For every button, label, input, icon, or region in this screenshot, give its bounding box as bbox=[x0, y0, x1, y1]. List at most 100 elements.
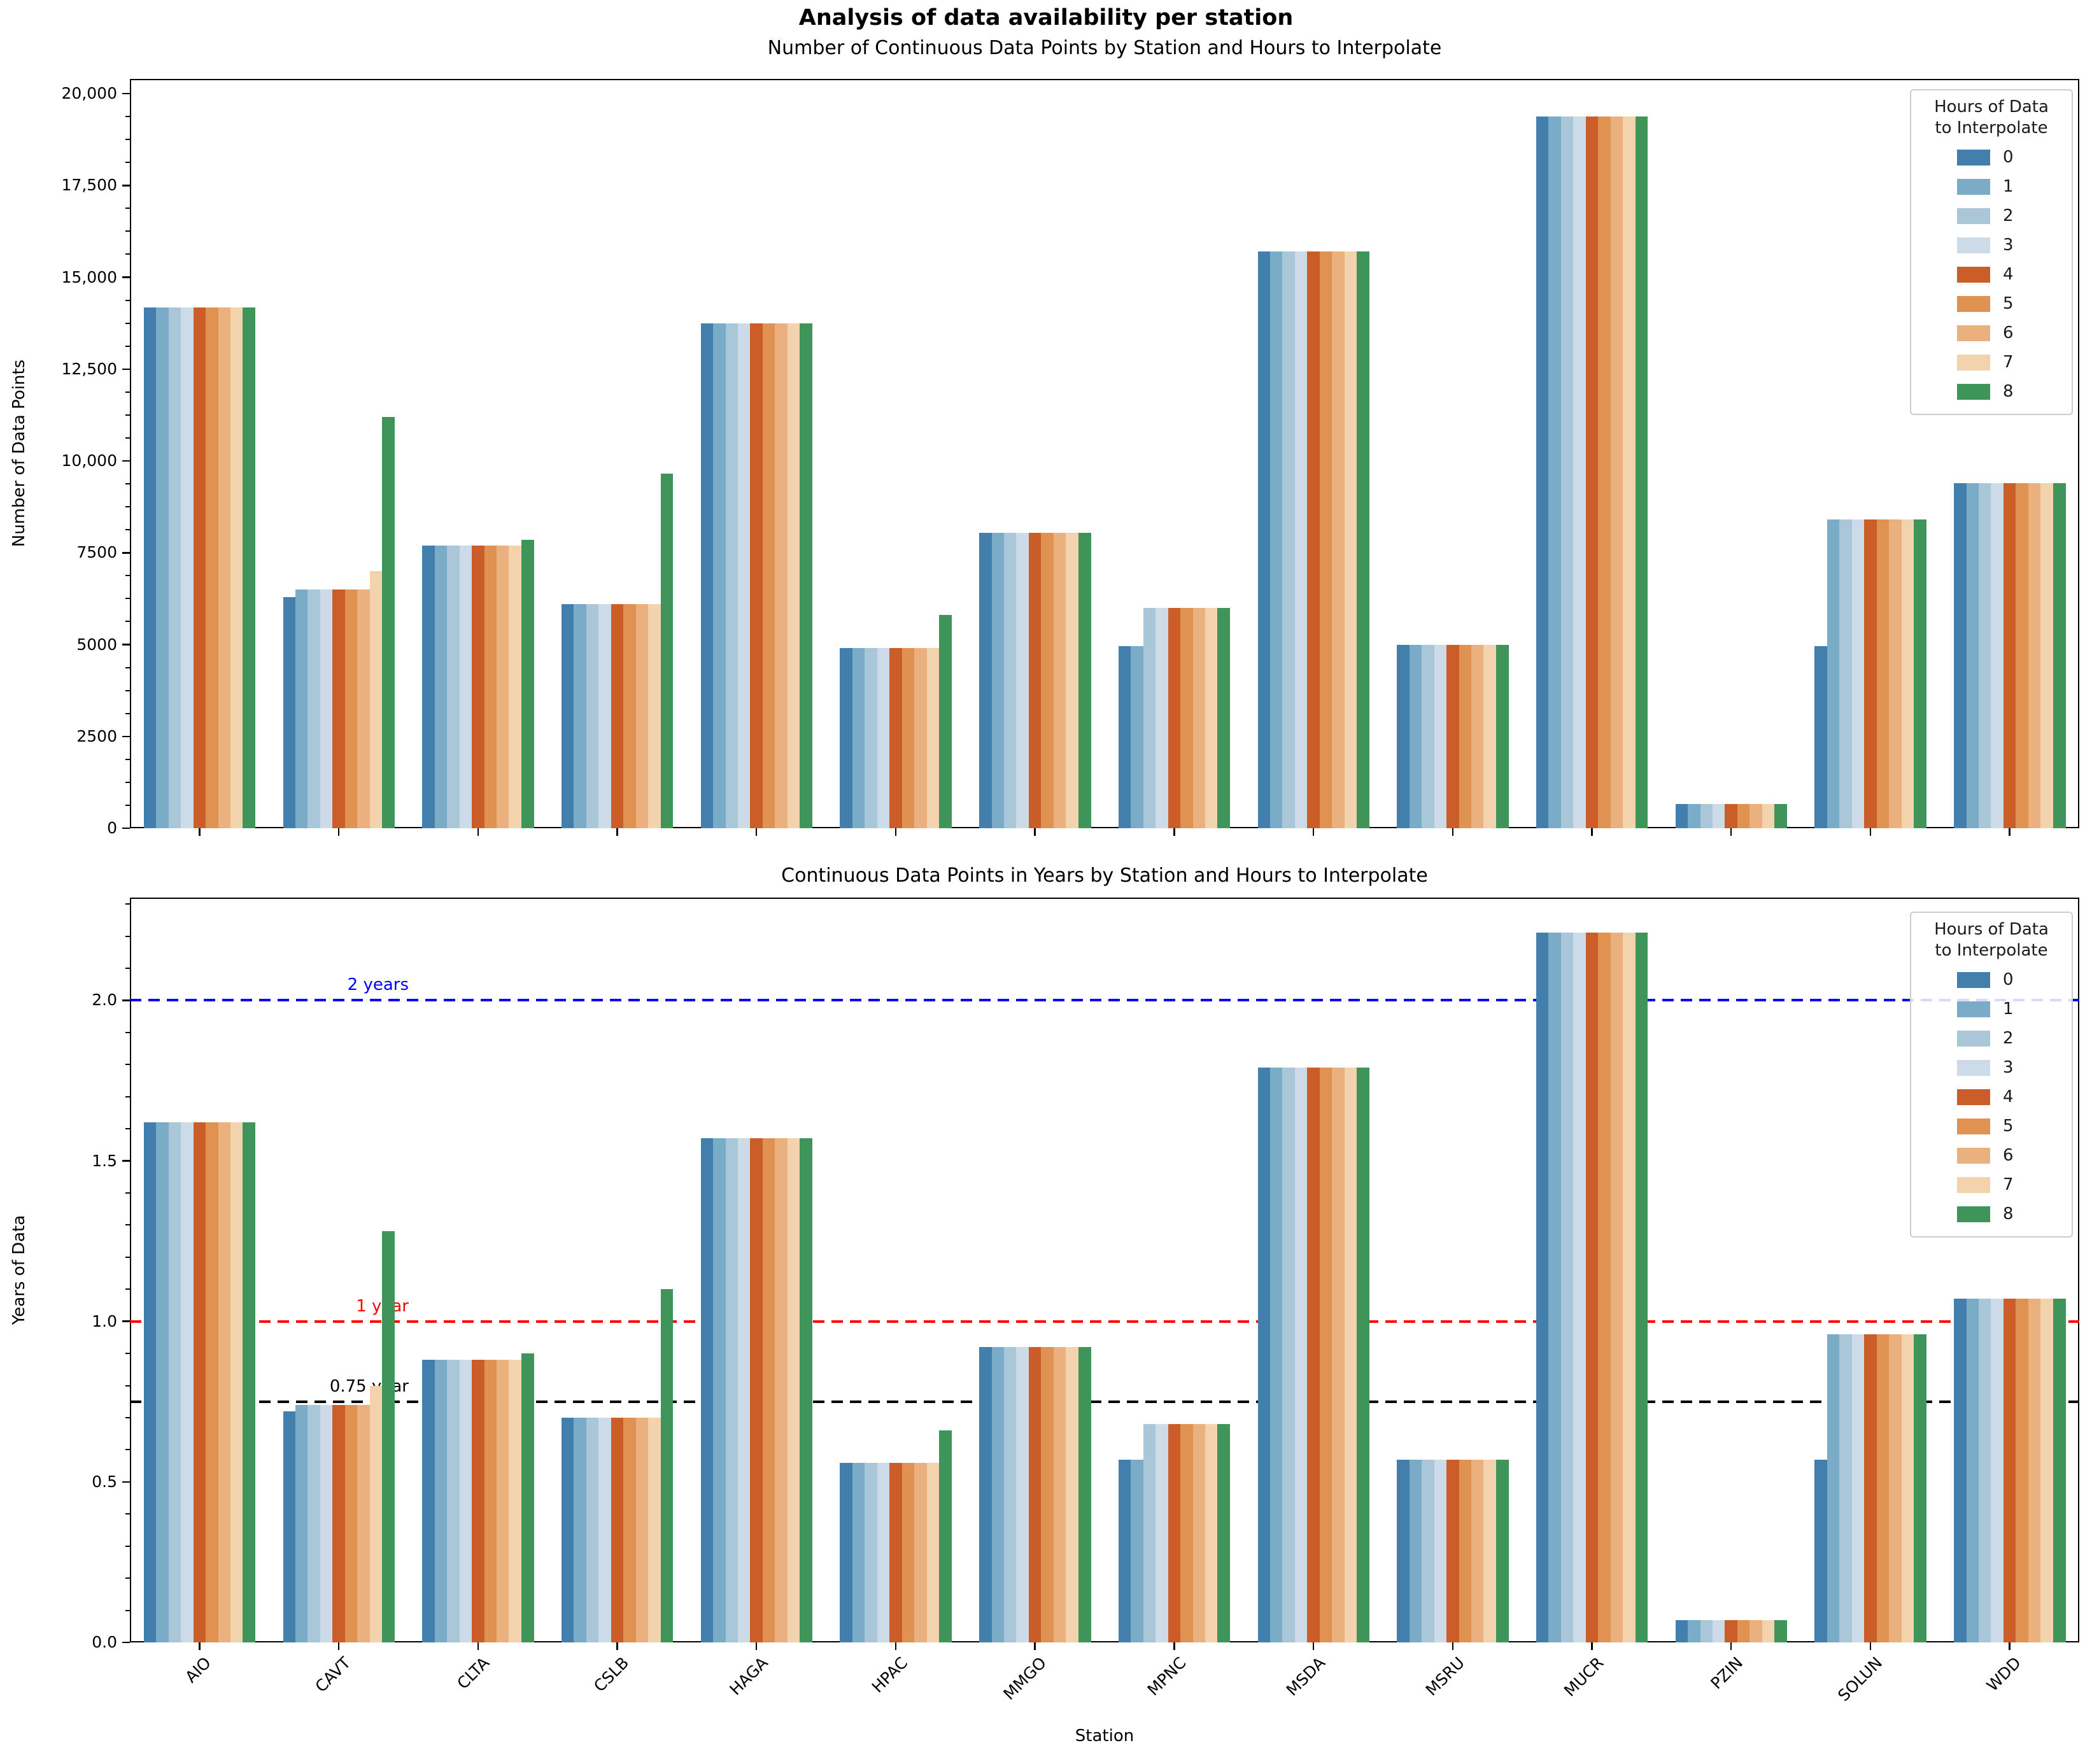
y-minor-tick bbox=[125, 967, 130, 969]
bar-MUCR-h2 bbox=[1560, 116, 1574, 828]
y-minor-tick bbox=[125, 598, 130, 600]
bar-SOLUN-h2 bbox=[1839, 1334, 1853, 1642]
bar-PZIN-h6 bbox=[1749, 804, 1763, 828]
bar-CSLB-h4 bbox=[611, 1417, 624, 1642]
bar-AIO-h4 bbox=[193, 307, 206, 828]
x-tick bbox=[894, 828, 897, 836]
bar-AIO-h2 bbox=[168, 1122, 181, 1642]
bar-SOLUN-h1 bbox=[1827, 1334, 1840, 1642]
x-tick bbox=[337, 828, 340, 836]
legend-swatch-icon bbox=[1957, 1030, 1990, 1047]
bar-MUCR-h2 bbox=[1560, 933, 1574, 1642]
bar-CAVT-h1 bbox=[295, 589, 308, 828]
bar-HPAC-h1 bbox=[852, 648, 865, 828]
x-tick bbox=[755, 1642, 758, 1650]
bar-MSDA-h5 bbox=[1319, 1068, 1332, 1642]
bar-AIO-h8 bbox=[243, 307, 256, 828]
legend-entry-5: 5 bbox=[1911, 1111, 2072, 1141]
bar-HPAC-h4 bbox=[889, 1462, 903, 1642]
bar-MSDA-h3 bbox=[1294, 251, 1308, 828]
bar-MPNC-h7 bbox=[1205, 607, 1218, 828]
bar-CSLB-h3 bbox=[598, 604, 612, 828]
bar-CAVT-h5 bbox=[344, 589, 358, 828]
bar-SOLUN-h2 bbox=[1839, 519, 1853, 828]
legend-swatch-icon bbox=[1957, 971, 1990, 988]
bar-AIO-h8 bbox=[243, 1122, 256, 1642]
legend-swatch-icon bbox=[1957, 325, 1990, 341]
y-minor-tick bbox=[125, 1353, 130, 1355]
y-major-tick bbox=[122, 460, 130, 462]
bar-MMGO-h6 bbox=[1053, 1347, 1066, 1642]
subplot2-ylabel: Years of Data bbox=[10, 1215, 29, 1325]
bar-HPAC-h3 bbox=[877, 648, 890, 828]
bar-WDD-h8 bbox=[2053, 1299, 2066, 1642]
legend-entry-label: 4 bbox=[2003, 1087, 2014, 1106]
x-tick bbox=[1312, 1642, 1315, 1650]
bar-MUCR-h0 bbox=[1536, 116, 1549, 828]
y-major-tick bbox=[122, 827, 130, 829]
legend-swatch-icon bbox=[1957, 1089, 1990, 1105]
bar-WDD-h6 bbox=[2028, 483, 2041, 828]
bar-CLTA-h4 bbox=[472, 1360, 484, 1642]
y-minor-tick bbox=[125, 1096, 130, 1097]
bar-MSRU-h5 bbox=[1459, 1459, 1472, 1642]
bar-CAVT-h7 bbox=[369, 1385, 383, 1642]
x-tick bbox=[1591, 828, 1593, 836]
bar-HPAC-h0 bbox=[840, 1462, 853, 1642]
y-major-tick bbox=[122, 552, 130, 554]
y-minor-tick bbox=[125, 253, 130, 255]
bar-MUCR-h0 bbox=[1536, 933, 1549, 1642]
legend-entry-label: 3 bbox=[2003, 236, 2014, 255]
y-tick-label: 2.0 bbox=[92, 991, 117, 1010]
bar-CLTA-h5 bbox=[484, 1360, 497, 1642]
bar-CSLB-h5 bbox=[623, 604, 637, 828]
bar-MUCR-h3 bbox=[1573, 116, 1587, 828]
legend-entry-label: 6 bbox=[2003, 1146, 2014, 1165]
bar-AIO-h4 bbox=[193, 1122, 206, 1642]
bar-HAGA-h0 bbox=[700, 323, 714, 828]
bar-PZIN-h6 bbox=[1749, 1619, 1763, 1642]
bar-MMGO-h3 bbox=[1016, 532, 1029, 828]
bar-PZIN-h7 bbox=[1762, 804, 1775, 828]
bar-MPNC-h4 bbox=[1168, 1424, 1181, 1642]
y-minor-tick bbox=[125, 1513, 130, 1515]
y-minor-tick bbox=[125, 322, 130, 324]
y-minor-tick bbox=[125, 575, 130, 577]
x-tick bbox=[1730, 828, 1732, 836]
bar-MSDA-h6 bbox=[1332, 251, 1345, 828]
bar-CSLB-h4 bbox=[611, 604, 624, 828]
bar-CLTA-h0 bbox=[422, 1360, 435, 1642]
bar-CLTA-h8 bbox=[521, 540, 534, 828]
bar-MMGO-h7 bbox=[1066, 532, 1079, 828]
bar-MSRU-h6 bbox=[1471, 1459, 1484, 1642]
y-minor-tick bbox=[125, 1288, 130, 1290]
bar-MUCR-h3 bbox=[1573, 933, 1587, 1642]
y-major-tick bbox=[122, 1160, 130, 1162]
y-minor-tick bbox=[125, 712, 130, 714]
x-tick bbox=[2009, 828, 2011, 836]
y-tick-label: 10,000 bbox=[61, 451, 117, 470]
legend-swatch-icon bbox=[1957, 237, 1990, 253]
x-tick-label-CLTA: CLTA bbox=[453, 1653, 493, 1693]
legend-entry-8: 8 bbox=[1911, 1199, 2072, 1229]
bar-MSRU-h8 bbox=[1495, 1459, 1509, 1642]
legend-swatch-icon bbox=[1957, 1206, 1990, 1222]
bar-PZIN-h1 bbox=[1688, 804, 1701, 828]
bar-MPNC-h2 bbox=[1143, 607, 1156, 828]
bar-SOLUN-h4 bbox=[1864, 1334, 1877, 1642]
bar-MSDA-h0 bbox=[1257, 1068, 1271, 1642]
legend-title-line2: to Interpolate bbox=[1935, 118, 2048, 138]
y-minor-tick bbox=[125, 116, 130, 118]
bar-WDD-h0 bbox=[1954, 1299, 1967, 1642]
bar-HPAC-h8 bbox=[938, 615, 952, 828]
plot-area-1 bbox=[130, 79, 2079, 828]
y-major-tick bbox=[122, 185, 130, 187]
bar-CLTA-h1 bbox=[434, 1360, 448, 1642]
x-tick-label-PZIN: PZIN bbox=[1707, 1653, 1747, 1693]
bar-HPAC-h5 bbox=[901, 648, 915, 828]
x-tick bbox=[199, 828, 201, 836]
subplot1-title: Number of Continuous Data Points by Stat… bbox=[767, 37, 1442, 59]
legend-entry-2: 2 bbox=[1911, 1024, 2072, 1053]
legend-entry-label: 5 bbox=[2003, 294, 2014, 313]
bar-PZIN-h4 bbox=[1725, 1619, 1738, 1642]
